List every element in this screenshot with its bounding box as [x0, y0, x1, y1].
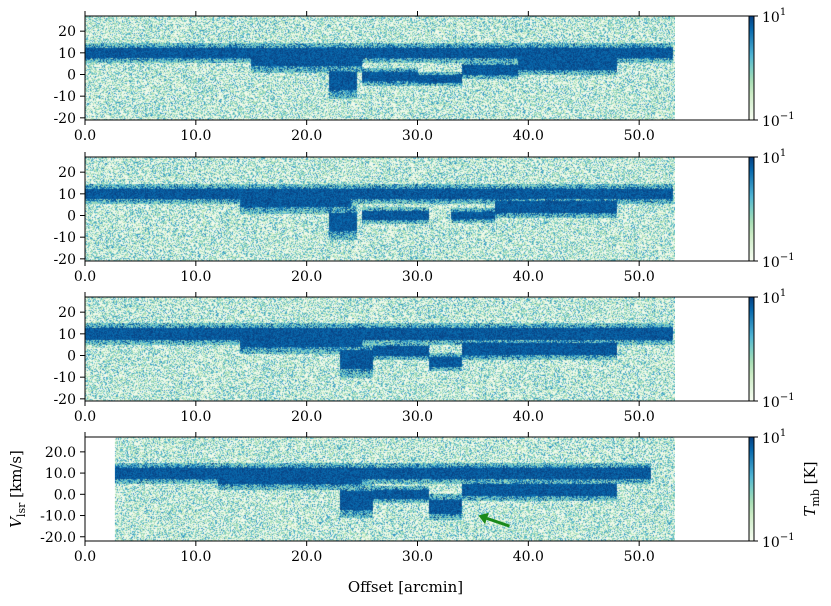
colorbar-label: Tmb [K] [801, 461, 822, 516]
x-tick-label: 30.0 [402, 409, 433, 425]
colorbar-tick-label: 101 [762, 7, 786, 26]
y-tick-label: -10 [53, 230, 76, 246]
x-tick-label: 0.0 [74, 409, 96, 425]
arrow-shaft [486, 517, 510, 528]
x-tick-label: 50.0 [624, 549, 655, 565]
x-tick-label: 0.0 [74, 269, 96, 285]
colorbar-tick-label: 10−1 [762, 111, 795, 130]
heatmap-image [114, 437, 675, 541]
colorbar-bar [748, 156, 755, 262]
y-tick-label: 10 [58, 327, 76, 343]
colorbar-1: 101 10−1 [748, 7, 795, 130]
x-tick-label: 20.0 [291, 409, 322, 425]
colorbar-tick-label: 101 [762, 428, 786, 447]
y-tick-label: -20 [53, 252, 76, 268]
y-tick-label: 20.0 [45, 445, 76, 461]
colorbar-tick-label: 101 [762, 288, 786, 307]
x-tick-label: 40.0 [513, 409, 544, 425]
y-tick-label: 0 [67, 349, 76, 365]
colorbar-bar [748, 15, 755, 121]
x-tick-label: 0.0 [74, 549, 96, 565]
x-tick-label: 20.0 [291, 128, 322, 144]
y-axis-label: Vlsr [km/s] [7, 450, 28, 528]
x-tick-label: 20.0 [291, 549, 322, 565]
y-tick-label: 20 [58, 165, 76, 181]
x-tick-label: 30.0 [402, 269, 433, 285]
colorbar-tick-label: 10−1 [762, 532, 795, 551]
y-tick-label: 0.0 [54, 487, 76, 503]
heatmap-image [85, 157, 675, 261]
colorbar-tick-label: 10−1 [762, 392, 795, 411]
colorbar-bar [748, 296, 755, 402]
x-tick-label: 10.0 [180, 269, 211, 285]
x-tick-label: 20.0 [291, 269, 322, 285]
x-tick-label: 10.0 [180, 549, 211, 565]
panel-2: 0.0 10.0 20.0 30.0 40.0 50.0 20 10 0 -10 -20 [53, 152, 751, 285]
x-tick-label: 30.0 [402, 128, 433, 144]
colorbar-3: 101 10−1 [748, 288, 795, 411]
x-tick-label: 50.0 [624, 409, 655, 425]
x-axis-label: Offset [arcmin] [348, 578, 463, 596]
y-tick-label: 20 [58, 305, 76, 321]
colorbar-bar [748, 436, 755, 542]
x-tick-label: 40.0 [513, 269, 544, 285]
y-tick-label: 0 [67, 68, 76, 84]
y-tick-label: -20.0 [40, 530, 76, 546]
colorbar-4: 101 10−1 [748, 428, 795, 551]
x-tick-label: 30.0 [402, 549, 433, 565]
x-tick-label: 10.0 [180, 128, 211, 144]
heatmap-image [85, 16, 675, 120]
y-tick-label: 20 [58, 24, 76, 40]
y-tick-label: 10 [58, 46, 76, 62]
y-tick-label: 10.0 [45, 466, 76, 482]
colorbar-tick-label: 10−1 [762, 252, 795, 271]
y-tick-label: -10 [53, 370, 76, 386]
y-tick-label: -10.0 [40, 509, 76, 525]
x-tick-label: 40.0 [513, 549, 544, 565]
x-tick-label: 10.0 [180, 409, 211, 425]
x-tick-label: 50.0 [624, 269, 655, 285]
x-tick-label: 40.0 [513, 128, 544, 144]
y-tick-label: -20 [53, 392, 76, 408]
panel-4: 0.0 10.0 20.0 30.0 40.0 50.0 20.0 10.0 0.0 -10.0 -… [40, 432, 751, 565]
x-tick-label: 50.0 [624, 128, 655, 144]
panel-3: 0.0 10.0 20.0 30.0 40.0 50.0 20 10 0 -10 -20 [53, 292, 751, 425]
colorbar-tick-label: 101 [762, 148, 786, 167]
y-tick-label: -10 [53, 89, 76, 105]
y-tick-label: 0 [67, 209, 76, 225]
heatmap-image [85, 297, 675, 401]
colorbar-2: 101 10−1 [748, 148, 795, 271]
y-tick-label: 10 [58, 187, 76, 203]
arrow-head [478, 512, 489, 525]
x-tick-label: 0.0 [74, 128, 96, 144]
panel-1: 0.0 10.0 20.0 30.0 40.0 50.0 20 10 0 -10 -20 [53, 11, 751, 144]
colorbars: 101 10−1 101 10−1 101 10−1 101 10−1 [748, 7, 795, 551]
y-tick-label: -20 [53, 111, 76, 127]
